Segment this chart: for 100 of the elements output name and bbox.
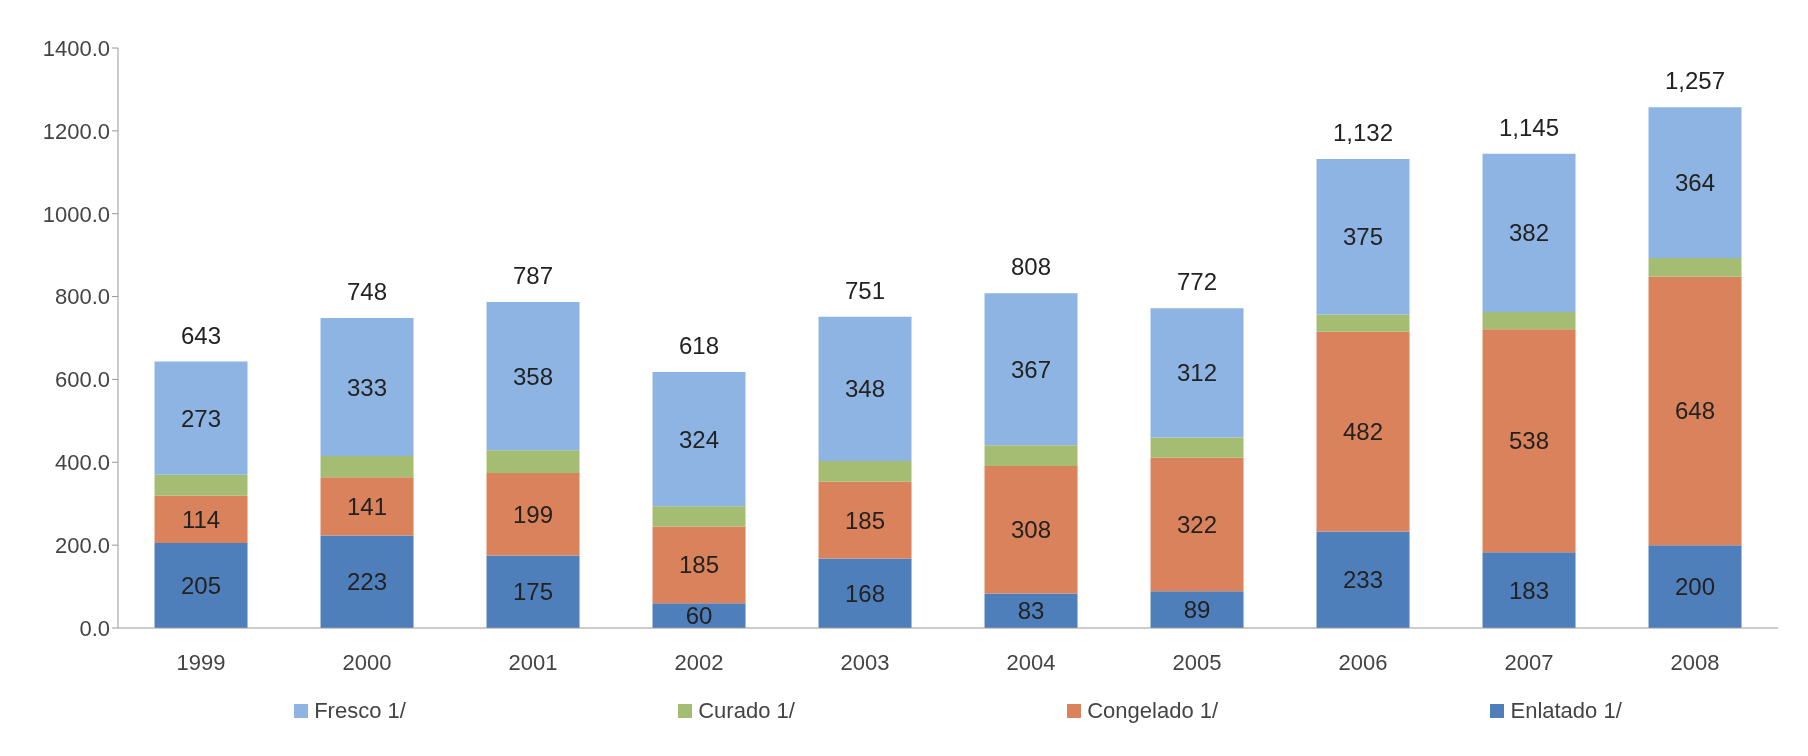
data-label: 175	[513, 578, 554, 606]
data-label: 233	[1343, 566, 1384, 594]
bar	[818, 481, 912, 559]
total-label: 748	[347, 278, 388, 306]
data-label: 308	[1011, 516, 1052, 544]
y-tick-label: 400.0	[54, 450, 110, 476]
data-label: 648	[1675, 397, 1716, 425]
bar	[1150, 457, 1244, 592]
x-tick-label: 2001	[508, 649, 558, 675]
x-tick-label: 2007	[1504, 649, 1554, 675]
data-label: 60	[685, 602, 713, 630]
data-label: 185	[679, 551, 720, 579]
y-tick-label: 800.0	[54, 284, 110, 310]
total-label: 751	[845, 276, 886, 304]
data-label: 183	[1509, 576, 1550, 604]
bar	[984, 293, 1078, 446]
bar	[818, 316, 912, 462]
legend-label: Enlatado 1/	[1510, 698, 1622, 724]
bar	[1648, 258, 1742, 277]
bar	[652, 526, 746, 604]
total-label: 618	[679, 331, 720, 359]
data-label: 364	[1675, 169, 1716, 197]
data-label: 322	[1177, 510, 1218, 538]
total-label: 643	[181, 321, 222, 349]
bar	[1150, 437, 1244, 458]
bar	[1482, 329, 1576, 553]
x-tick-label: 2005	[1172, 649, 1222, 675]
data-label: 273	[181, 404, 222, 432]
x-tick-label: 2004	[1006, 649, 1056, 675]
legend-label: Fresco 1/	[314, 698, 406, 724]
data-label: 324	[679, 425, 720, 453]
bar	[486, 301, 580, 451]
data-label: 367	[1011, 355, 1052, 383]
total-label: 772	[1177, 268, 1218, 296]
y-tick-label: 0.0	[79, 615, 110, 641]
x-tick-label: 2002	[674, 649, 724, 675]
data-label: 200	[1675, 573, 1716, 601]
bar	[1316, 531, 1410, 628]
bar	[818, 461, 912, 482]
data-label: 205	[181, 572, 222, 600]
x-tick-label: 2003	[840, 649, 890, 675]
bar	[984, 445, 1078, 467]
data-label: 83	[1017, 597, 1045, 625]
bar	[1316, 331, 1410, 532]
bar	[1482, 153, 1576, 312]
total-label: 808	[1011, 253, 1052, 281]
bar	[1482, 311, 1576, 330]
bar	[1150, 308, 1244, 438]
data-label: 185	[845, 506, 886, 534]
data-label: 382	[1509, 219, 1550, 247]
bar	[1316, 159, 1410, 315]
data-label: 348	[845, 375, 886, 403]
data-label: 358	[513, 362, 554, 390]
bar	[652, 506, 746, 527]
data-label: 199	[513, 500, 554, 528]
total-label: 787	[513, 261, 554, 289]
bar	[1648, 545, 1742, 628]
data-label: 114	[181, 505, 221, 533]
legend-label: Curado 1/	[698, 698, 795, 724]
data-label: 141	[347, 492, 388, 520]
bar	[1316, 314, 1410, 332]
y-tick-label: 200.0	[54, 532, 110, 558]
data-label: 375	[1343, 223, 1384, 251]
bar	[1482, 552, 1576, 628]
bar	[486, 473, 580, 556]
bar	[984, 466, 1078, 594]
y-tick-label: 1000.0	[42, 201, 110, 227]
data-label: 223	[347, 568, 388, 596]
bar	[154, 495, 248, 544]
total-label: 1,145	[1498, 113, 1560, 141]
data-label: 312	[1177, 359, 1218, 387]
y-tick-label: 600.0	[54, 367, 110, 393]
x-tick-label: 2008	[1670, 649, 1720, 675]
bar	[818, 558, 912, 628]
bar	[154, 543, 248, 628]
bar	[320, 456, 414, 478]
total-label: 1,257	[1664, 67, 1726, 95]
y-tick-label: 1400.0	[42, 35, 110, 61]
data-label: 482	[1343, 418, 1384, 446]
data-label: 168	[845, 579, 886, 607]
bar	[154, 361, 248, 475]
bar	[486, 450, 580, 474]
y-tick-label: 1200.0	[42, 118, 110, 144]
x-tick-label: 2006	[1338, 649, 1388, 675]
total-label: 1,132	[1332, 119, 1394, 147]
bar	[320, 477, 414, 536]
bar	[320, 318, 414, 457]
data-label: 89	[1183, 596, 1211, 624]
bar	[1150, 591, 1244, 628]
bar	[652, 371, 746, 507]
data-label: 538	[1509, 427, 1550, 455]
bar	[154, 474, 248, 496]
bar	[1648, 107, 1742, 259]
bar	[486, 555, 580, 628]
x-tick-label: 2000	[342, 649, 392, 675]
bar	[320, 535, 414, 628]
x-tick-label: 1999	[176, 649, 226, 675]
data-label: 333	[347, 373, 388, 401]
legend-label: Congelado 1/	[1087, 698, 1219, 724]
bar	[1648, 276, 1742, 546]
